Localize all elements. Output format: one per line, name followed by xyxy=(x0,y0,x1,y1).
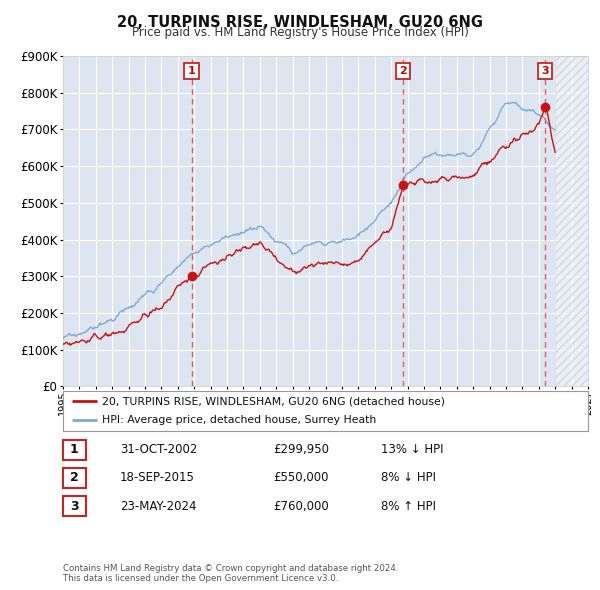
Text: 2: 2 xyxy=(399,66,407,76)
Text: 3: 3 xyxy=(70,500,79,513)
Text: 8% ↓ HPI: 8% ↓ HPI xyxy=(381,471,436,484)
Text: 1: 1 xyxy=(70,443,79,456)
Text: £550,000: £550,000 xyxy=(273,471,329,484)
Bar xyxy=(555,56,588,386)
Text: 20, TURPINS RISE, WINDLESHAM, GU20 6NG (detached house): 20, TURPINS RISE, WINDLESHAM, GU20 6NG (… xyxy=(103,396,445,407)
Text: £299,950: £299,950 xyxy=(273,443,329,456)
Text: 13% ↓ HPI: 13% ↓ HPI xyxy=(381,443,443,456)
Text: 2: 2 xyxy=(70,471,79,484)
Text: 18-SEP-2015: 18-SEP-2015 xyxy=(120,471,195,484)
Text: Contains HM Land Registry data © Crown copyright and database right 2024.: Contains HM Land Registry data © Crown c… xyxy=(63,565,398,573)
Text: HPI: Average price, detached house, Surrey Heath: HPI: Average price, detached house, Surr… xyxy=(103,415,377,425)
Text: 23-MAY-2024: 23-MAY-2024 xyxy=(120,500,197,513)
Text: 3: 3 xyxy=(541,66,549,76)
Bar xyxy=(555,56,588,386)
Text: This data is licensed under the Open Government Licence v3.0.: This data is licensed under the Open Gov… xyxy=(63,574,338,583)
Text: 8% ↑ HPI: 8% ↑ HPI xyxy=(381,500,436,513)
Text: 1: 1 xyxy=(188,66,196,76)
Text: 31-OCT-2002: 31-OCT-2002 xyxy=(120,443,197,456)
Text: £760,000: £760,000 xyxy=(273,500,329,513)
Text: Price paid vs. HM Land Registry's House Price Index (HPI): Price paid vs. HM Land Registry's House … xyxy=(131,26,469,39)
Text: 20, TURPINS RISE, WINDLESHAM, GU20 6NG: 20, TURPINS RISE, WINDLESHAM, GU20 6NG xyxy=(117,15,483,30)
